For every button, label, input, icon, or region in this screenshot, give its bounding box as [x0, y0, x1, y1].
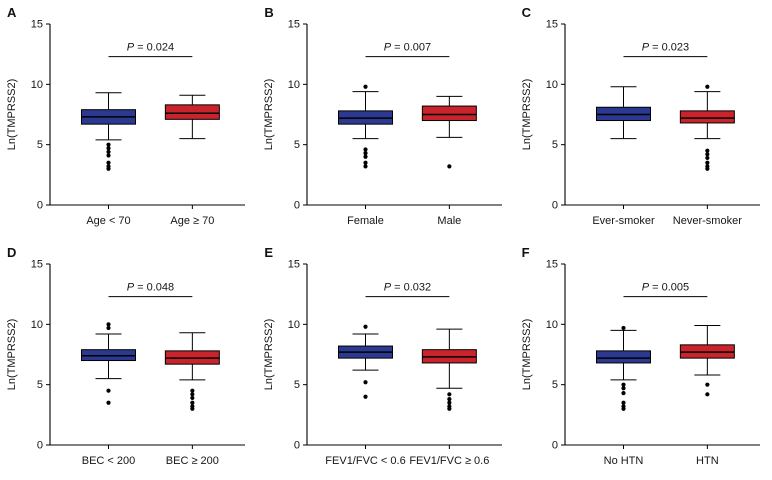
- boxplot-svg: 0 5 10 15 Ln(TMPRSS2) Female Male P = 0.007: [263, 19, 503, 227]
- svg-text:10: 10: [31, 79, 43, 91]
- svg-text:Ln(TMPRSS2): Ln(TMPRSS2): [263, 79, 275, 151]
- svg-text:FEV1/FVC < 0.6: FEV1/FVC < 0.6: [326, 455, 406, 467]
- svg-text:15: 15: [31, 19, 43, 31]
- boxplot-panel-d: D 0 5 10 15 Ln(TMPRSS2) BEC < 200 BEC ≥ 200 P =…: [0, 240, 257, 480]
- svg-text:BEC ≥ 200: BEC ≥ 200: [166, 455, 219, 467]
- svg-text:15: 15: [31, 259, 43, 271]
- svg-text:10: 10: [288, 79, 300, 91]
- svg-text:Ln(TMPRSS2): Ln(TMPRSS2): [263, 319, 275, 391]
- svg-text:Ever-smoker: Ever-smoker: [592, 215, 655, 227]
- boxplot-panel-c: C 0 5 10 15 Ln(TMPRSS2) Ever-smoker Never-smok…: [515, 0, 772, 240]
- svg-text:P = 0.032: P = 0.032: [384, 282, 431, 294]
- boxplot-svg: 0 5 10 15 Ln(TMPRSS2) No HTN HTN P = 0.005: [521, 259, 760, 467]
- svg-text:0: 0: [37, 200, 43, 212]
- panel-letter: C: [521, 5, 532, 20]
- boxplot-svg: 0 5 10 15 Ln(TMPRSS2) Age < 70 Age ≥ 70 P = 0.0…: [6, 19, 245, 227]
- svg-text:5: 5: [552, 139, 558, 151]
- svg-text:5: 5: [294, 379, 300, 391]
- svg-text:15: 15: [288, 259, 300, 271]
- svg-text:Ln(TMPRSS2): Ln(TMPRSS2): [6, 319, 18, 391]
- panel-letter: B: [264, 5, 274, 20]
- svg-text:No HTN: No HTN: [603, 455, 643, 467]
- svg-text:0: 0: [294, 200, 300, 212]
- svg-text:10: 10: [288, 319, 300, 331]
- panel-letter: F: [521, 245, 530, 260]
- boxplot-panel-a: A 0 5 10 15 Ln(TMPRSS2) Age < 70 Age ≥ 70 P = 0…: [0, 0, 257, 240]
- boxplot-svg: 0 5 10 15 Ln(TMPRSS2) BEC < 200 BEC ≥ 200 P = 0…: [6, 259, 245, 467]
- svg-text:15: 15: [545, 259, 557, 271]
- svg-text:Female: Female: [347, 215, 384, 227]
- svg-text:Ln(TMPRSS2): Ln(TMPRSS2): [521, 319, 533, 391]
- svg-text:HTN: HTN: [696, 455, 719, 467]
- svg-text:Male: Male: [438, 215, 462, 227]
- svg-text:10: 10: [545, 79, 557, 91]
- svg-text:FEV1/FVC ≥ 0.6: FEV1/FVC ≥ 0.6: [410, 455, 490, 467]
- boxplot-svg: 0 5 10 15 Ln(TMPRSS2) Ever-smoker Never-smoker…: [521, 19, 760, 227]
- svg-text:5: 5: [37, 139, 43, 151]
- svg-text:Ln(TMPRSS2): Ln(TMPRSS2): [6, 79, 18, 151]
- boxplot-svg: 0 5 10 15 Ln(TMPRSS2) FEV1/FVC < 0.6 FEV1/FVC …: [263, 259, 503, 467]
- svg-text:0: 0: [552, 200, 558, 212]
- svg-text:0: 0: [552, 440, 558, 452]
- svg-text:15: 15: [545, 19, 557, 31]
- svg-text:Age ≥ 70: Age ≥ 70: [170, 215, 214, 227]
- svg-text:Never-smoker: Never-smoker: [672, 215, 741, 227]
- svg-text:P = 0.048: P = 0.048: [127, 282, 174, 294]
- svg-text:Ln(TMPRSS2): Ln(TMPRSS2): [521, 79, 533, 151]
- svg-text:P = 0.005: P = 0.005: [641, 282, 688, 294]
- svg-text:P = 0.023: P = 0.023: [641, 42, 688, 54]
- svg-text:P = 0.007: P = 0.007: [384, 42, 431, 54]
- panel-letter: A: [7, 5, 17, 20]
- panel-letter: E: [264, 245, 273, 260]
- svg-text:10: 10: [31, 319, 43, 331]
- svg-text:BEC < 200: BEC < 200: [82, 455, 136, 467]
- svg-text:5: 5: [294, 139, 300, 151]
- svg-text:15: 15: [288, 19, 300, 31]
- svg-text:10: 10: [545, 319, 557, 331]
- svg-text:Age < 70: Age < 70: [86, 215, 130, 227]
- boxplot-panel-e: E 0 5 10 15 Ln(TMPRSS2) FEV1/FVC < 0.6 FEV1/FV…: [257, 240, 514, 480]
- svg-text:0: 0: [294, 440, 300, 452]
- svg-text:P = 0.024: P = 0.024: [127, 42, 174, 54]
- svg-text:0: 0: [37, 440, 43, 452]
- svg-text:5: 5: [37, 379, 43, 391]
- svg-text:5: 5: [552, 379, 558, 391]
- panel-letter: D: [7, 245, 17, 260]
- boxplot-panel-b: B 0 5 10 15 Ln(TMPRSS2) Female Male P = 0.007: [257, 0, 514, 240]
- boxplot-panel-f: F 0 5 10 15 Ln(TMPRSS2) No HTN HTN P = 0.005: [515, 240, 772, 480]
